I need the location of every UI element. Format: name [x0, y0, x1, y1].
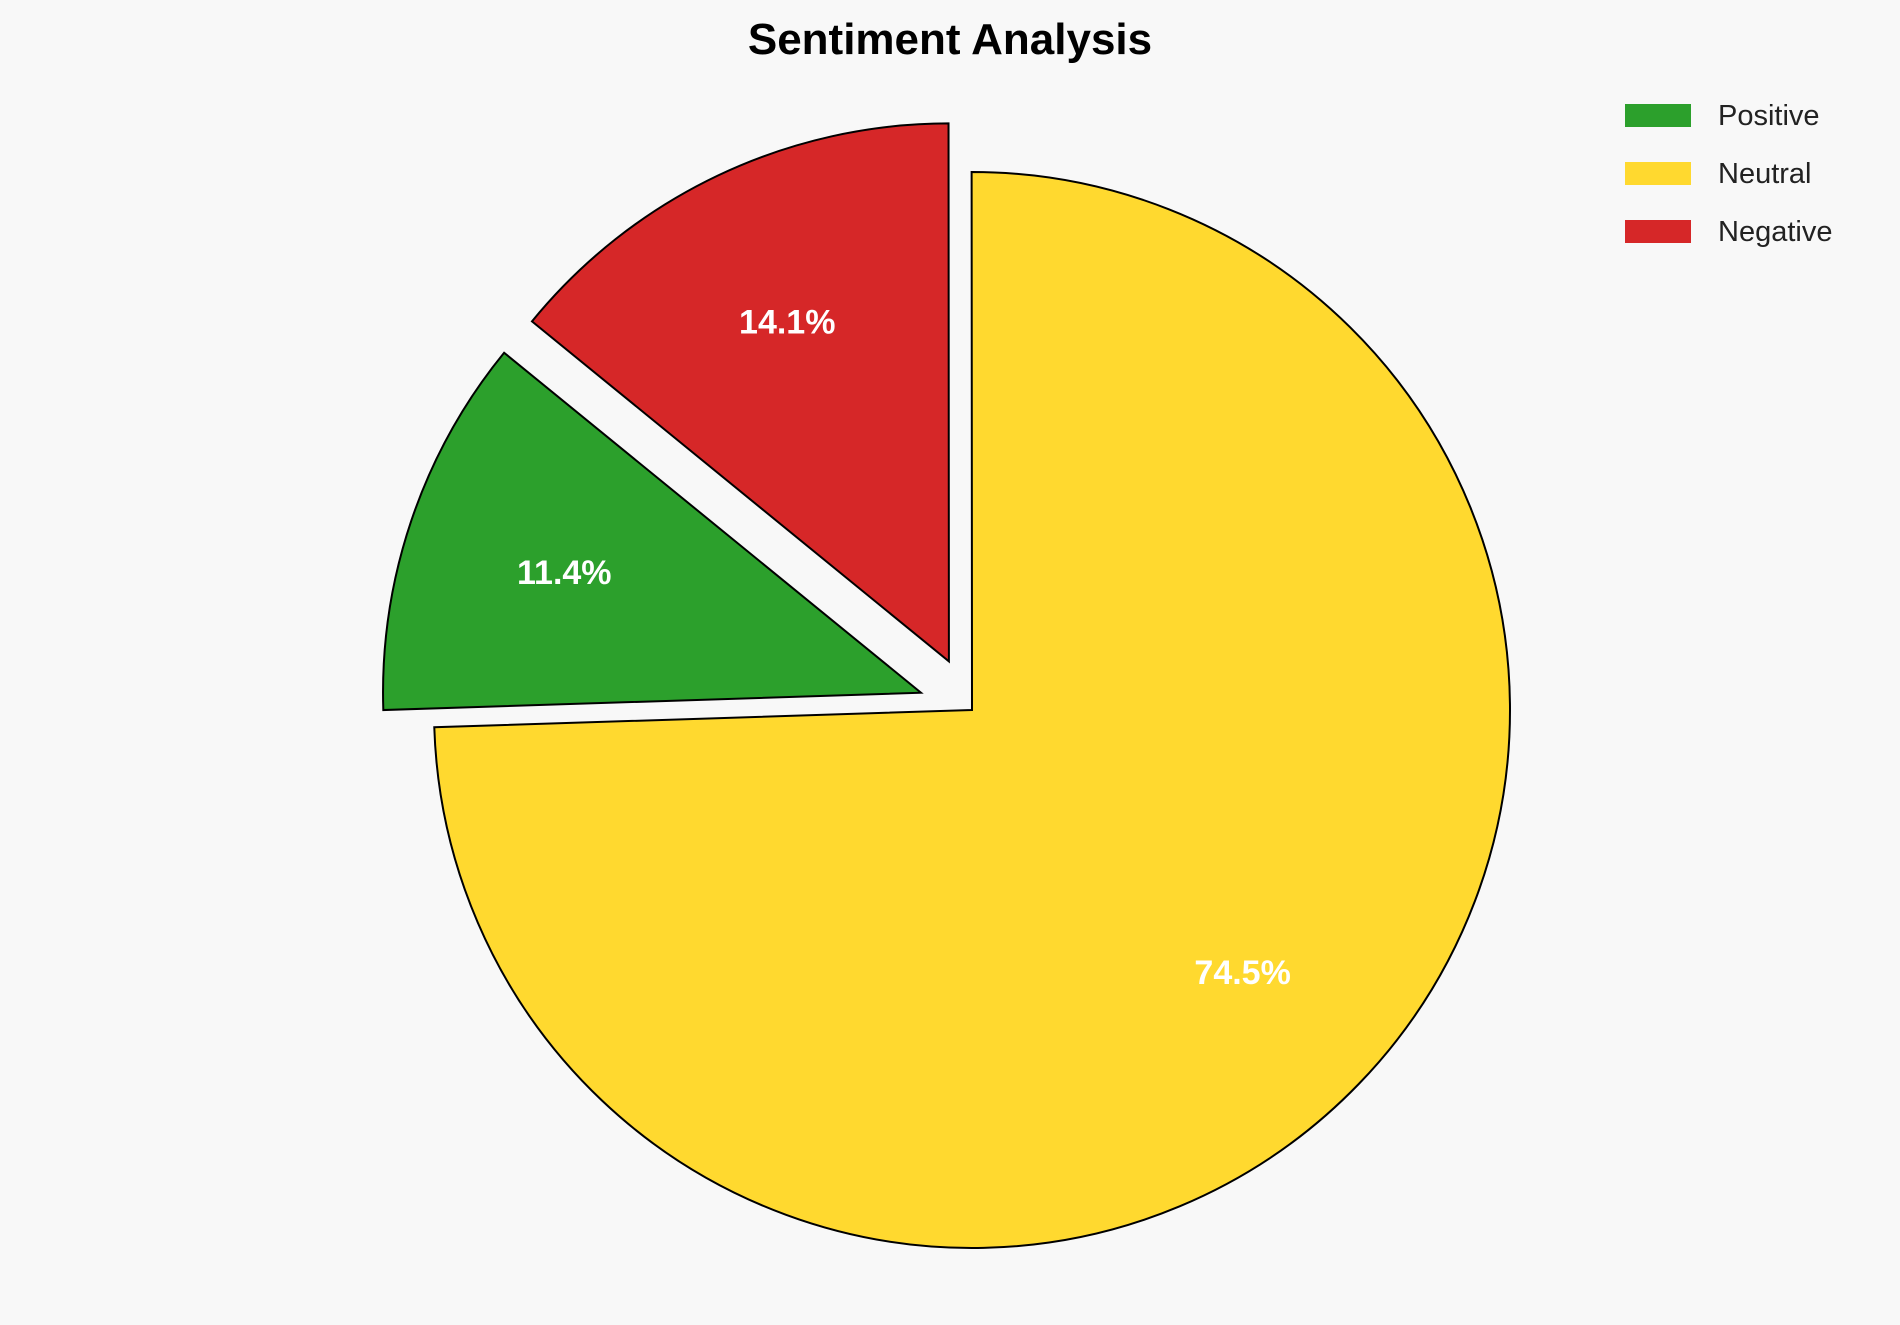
legend-label-negative: Negative	[1718, 216, 1832, 248]
legend-label-neutral: Neutral	[1718, 158, 1812, 190]
chart-title: Sentiment Analysis	[748, 15, 1152, 64]
legend-swatch-negative	[1625, 220, 1691, 243]
pct-label-positive: 11.4%	[517, 554, 612, 592]
legend-swatch-neutral	[1625, 162, 1691, 185]
pie-slice-neutral	[433, 170, 1511, 1249]
legend-swatch-positive	[1625, 104, 1691, 127]
legend-label-positive: Positive	[1718, 100, 1820, 132]
pct-label-negative: 14.1%	[739, 303, 835, 341]
pie-slice-positive	[382, 351, 924, 712]
legend: Positive Neutral Negative	[1625, 100, 1832, 248]
pie-slice-negative	[530, 122, 950, 664]
pct-label-neutral: 74.5%	[1194, 954, 1290, 992]
